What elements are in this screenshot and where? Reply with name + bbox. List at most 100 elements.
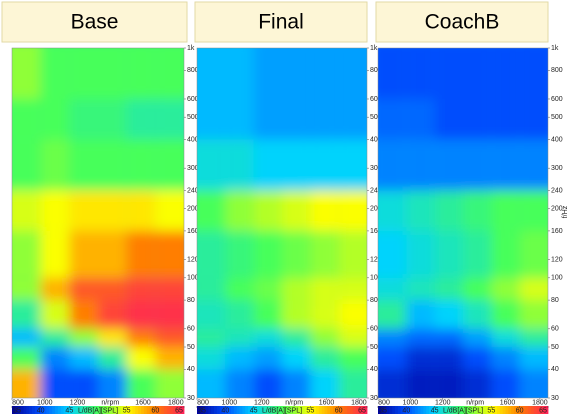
heatmap-cell bbox=[2, 38, 41, 99]
heatmap-cell bbox=[225, 347, 253, 369]
colorbar-segment bbox=[170, 406, 173, 414]
heatmap-cell bbox=[69, 139, 98, 190]
colorbar-segment bbox=[208, 406, 211, 414]
colorbar-segment bbox=[511, 406, 514, 414]
heatmap-cell bbox=[98, 347, 127, 369]
heatmap-cell bbox=[2, 190, 41, 230]
colorbar-segment bbox=[161, 406, 164, 414]
y-tick-label: 30 bbox=[370, 395, 378, 402]
colorbar-segment bbox=[32, 406, 35, 414]
y-tick-label: 50 bbox=[187, 344, 195, 351]
heatmap-cell bbox=[41, 300, 70, 329]
heatmap-cell bbox=[127, 139, 156, 190]
heatmap-cell bbox=[98, 300, 127, 329]
colorbar-segment bbox=[508, 406, 511, 414]
y-tick-label: 160 bbox=[551, 228, 563, 235]
heatmap-cell bbox=[310, 99, 338, 139]
heatmap-cell bbox=[435, 278, 463, 300]
heatmap-cell bbox=[463, 231, 491, 278]
y-tick-label: 500 bbox=[551, 114, 563, 121]
heatmap-cell bbox=[339, 300, 377, 329]
y-tick-label: 300 bbox=[551, 165, 563, 172]
heatmap-cell bbox=[406, 139, 434, 190]
colorbar-segment bbox=[234, 406, 237, 414]
heatmap-cell bbox=[463, 99, 491, 139]
colorbar-segment bbox=[135, 406, 138, 414]
heatmap-cell bbox=[435, 329, 463, 347]
heatmap-cell bbox=[310, 190, 338, 230]
y-tick-label: 400 bbox=[551, 136, 563, 143]
y-tick-label: 80 bbox=[551, 297, 559, 304]
heatmap-cell bbox=[69, 329, 98, 347]
colorbar-segment bbox=[319, 406, 322, 414]
colorbar-segment bbox=[49, 406, 52, 414]
colorbar-segment bbox=[231, 406, 234, 414]
x-tick-label: 1000 bbox=[37, 399, 53, 406]
x-tick-label: 1000 bbox=[403, 399, 419, 406]
colorbar-segment bbox=[322, 406, 325, 414]
colorbar-segment bbox=[302, 406, 305, 414]
heatmap-cell bbox=[2, 329, 41, 347]
heatmap-cell bbox=[2, 278, 41, 300]
heatmap-cell bbox=[41, 139, 70, 190]
heatmap bbox=[368, 38, 558, 408]
heatmap-cell bbox=[310, 329, 338, 347]
heatmap-cell bbox=[406, 347, 434, 369]
y-tick-label: 800 bbox=[551, 67, 563, 74]
y-axis-label: f/Hz bbox=[562, 205, 569, 218]
colorbar-segment bbox=[240, 406, 243, 414]
colorbar-segment bbox=[325, 406, 328, 414]
heatmap-cell bbox=[463, 278, 491, 300]
y-tick-label: 30 bbox=[551, 395, 559, 402]
heatmap-cell bbox=[282, 139, 310, 190]
colorbar-segment bbox=[353, 406, 356, 414]
colorbar-segment bbox=[61, 406, 64, 414]
heatmap-cell bbox=[254, 99, 282, 139]
heatmap-cell bbox=[155, 231, 194, 278]
x-axis-label: n/rpm bbox=[285, 399, 303, 406]
heatmap-cells bbox=[368, 38, 558, 408]
heatmap-cell bbox=[254, 231, 282, 278]
colorbar-segment bbox=[506, 406, 509, 414]
heatmap-cell bbox=[225, 300, 253, 329]
heatmap-cell bbox=[310, 347, 338, 369]
colorbar-segment bbox=[167, 406, 170, 414]
colorbar-tick-label: 45 bbox=[65, 407, 73, 414]
y-tick-label: 1k bbox=[551, 45, 559, 52]
colorbar-segment bbox=[144, 406, 147, 414]
colorbar-segment bbox=[350, 406, 353, 414]
heatmap-cell bbox=[254, 347, 282, 369]
y-tick-label: 60 bbox=[187, 326, 195, 333]
heatmap-cell bbox=[254, 300, 282, 329]
heatmap-cell bbox=[282, 278, 310, 300]
colorbar-segment bbox=[147, 406, 150, 414]
colorbar-label: L/dB[A][SPL] bbox=[443, 407, 483, 414]
heatmap-cell bbox=[282, 231, 310, 278]
heatmap-cell bbox=[254, 190, 282, 230]
y-tick-label: 30 bbox=[187, 395, 195, 402]
heatmap-cell bbox=[98, 99, 127, 139]
x-tick-label: 1800 bbox=[168, 399, 184, 406]
heatmap-cell bbox=[310, 300, 338, 329]
heatmap-cell bbox=[406, 190, 434, 230]
colorbar-segment bbox=[500, 406, 503, 414]
heatmap-cell bbox=[310, 278, 338, 300]
x-tick-label: 1600 bbox=[500, 399, 516, 406]
heatmap-cell bbox=[463, 329, 491, 347]
heatmap-cell bbox=[98, 329, 127, 347]
colorbar-segment bbox=[330, 406, 333, 414]
x-tick-label: 800 bbox=[378, 399, 390, 406]
y-tick-label: 50 bbox=[370, 344, 378, 351]
colorbar-segment bbox=[206, 406, 209, 414]
y-tick-label: 80 bbox=[370, 297, 378, 304]
x-tick-label: 1200 bbox=[254, 399, 270, 406]
heatmap-cell bbox=[98, 278, 127, 300]
y-tick-label: 100 bbox=[551, 275, 563, 282]
colorbar-tick-label: 35 bbox=[13, 407, 21, 414]
x-tick-label: 1600 bbox=[319, 399, 335, 406]
heatmap-cell bbox=[127, 278, 156, 300]
colorbar-label: L/dB[A][SPL] bbox=[262, 407, 302, 414]
colorbar-segment bbox=[426, 406, 429, 414]
colorbar-segment bbox=[395, 406, 398, 414]
colorbar-segment bbox=[132, 406, 135, 414]
